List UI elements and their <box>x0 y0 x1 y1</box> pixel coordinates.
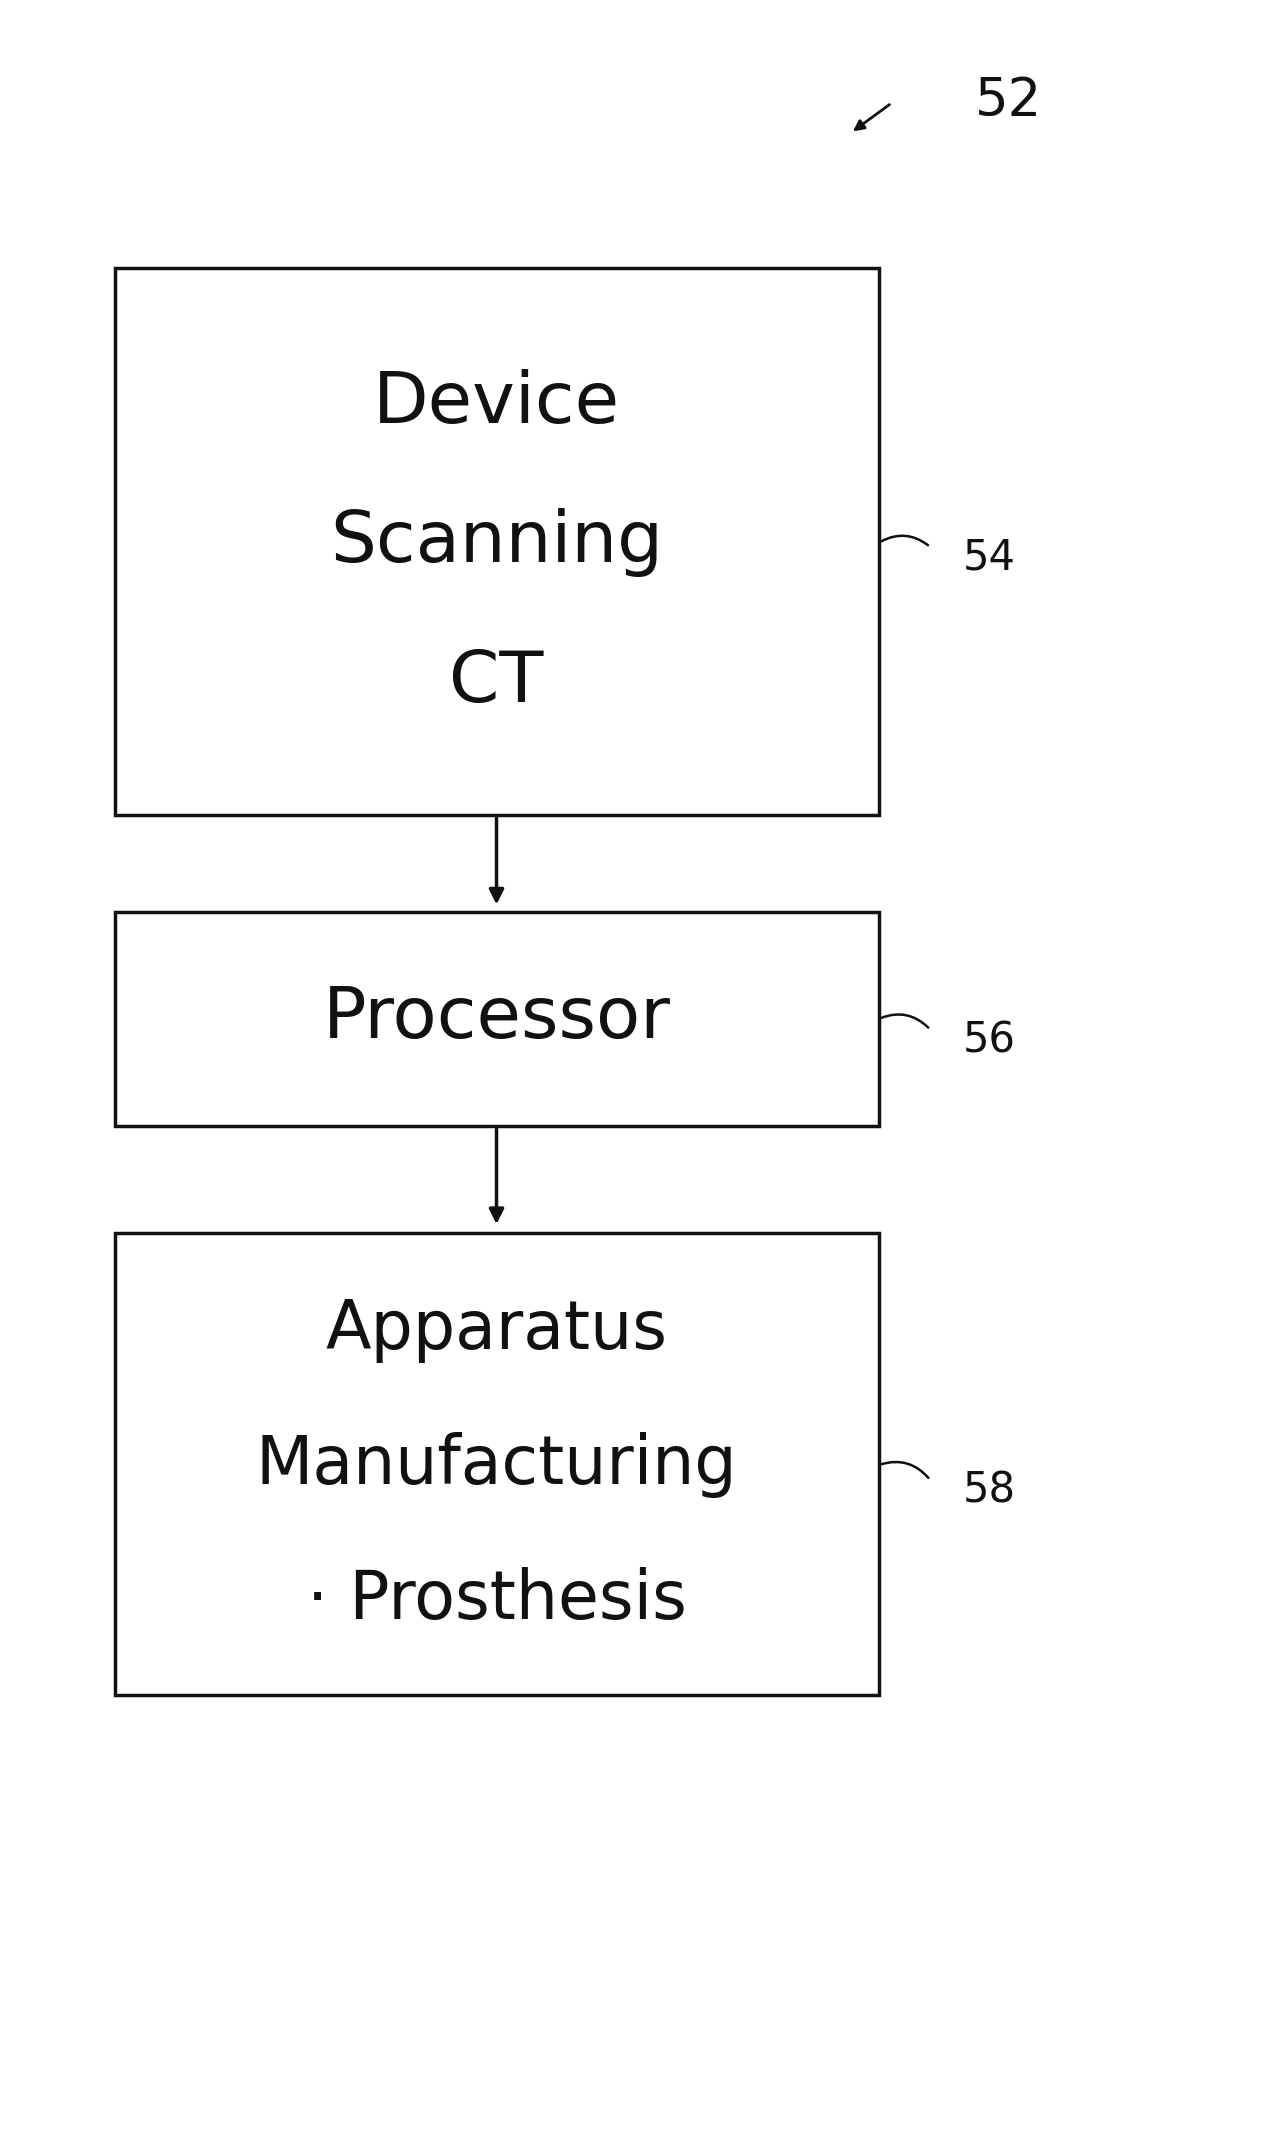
Bar <box>115 268 879 815</box>
Bar <box>115 912 879 1126</box>
Text: Device: Device <box>373 369 620 438</box>
Text: 58: 58 <box>962 1469 1015 1512</box>
Text: Manufacturing: Manufacturing <box>255 1433 738 1497</box>
Text: CT: CT <box>449 648 544 716</box>
Text: · Prosthesis: · Prosthesis <box>307 1568 686 1632</box>
Text: Apparatus: Apparatus <box>326 1298 667 1362</box>
Text: Processor: Processor <box>322 985 671 1053</box>
Text: 52: 52 <box>975 75 1042 127</box>
Bar <box>115 1233 879 1695</box>
Text: Scanning: Scanning <box>330 508 663 577</box>
Text: 56: 56 <box>962 1019 1015 1062</box>
Text: 54: 54 <box>962 536 1015 579</box>
